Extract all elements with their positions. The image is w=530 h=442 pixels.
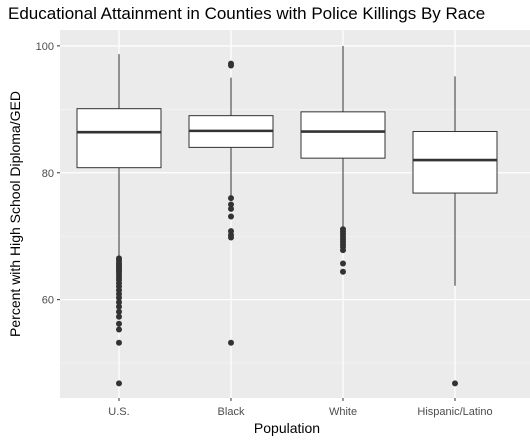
outlier-point [228,339,234,346]
box-group [188,60,274,346]
outlier-point [116,313,122,320]
x-tick-label: Hispanic/Latino [417,406,492,418]
y-axis-title: Percent with High School Diploma/GED [7,91,23,337]
box-iqr [412,131,498,194]
outlier-point [228,205,234,212]
box-iqr [300,111,386,159]
x-axis: U.S. Black White Hispanic/Latino [108,398,493,418]
outlier-point [340,260,346,267]
outlier-point [116,308,122,315]
outlier-point [452,380,458,387]
plot-panel [60,30,530,398]
outlier-point [116,299,122,306]
outlier-point [340,268,346,275]
box-group [412,76,498,387]
box-group [76,54,162,387]
outlier-point [116,320,122,327]
x-tick-label: Black [218,406,245,418]
outlier-point [228,234,234,241]
y-tick-label: 80 [42,168,54,180]
box-group [300,45,386,275]
outlier-point [228,62,234,69]
y-tick-label: 60 [42,295,54,307]
chart-title: Educational Attainment in Counties with … [8,4,485,23]
outlier-point [340,247,346,254]
outlier-point [116,380,122,387]
outlier-point [116,294,122,301]
x-axis-title: Population [254,420,320,436]
x-tick-label: U.S. [108,406,129,418]
outlier-point [116,326,122,333]
outlier-point [228,213,234,220]
box-iqr [76,108,162,169]
x-tick-label: White [329,406,357,418]
outlier-point [228,195,234,202]
boxes-layer [76,45,498,387]
y-axis: 60 80 100 [36,41,60,307]
outlier-point [116,303,122,310]
outlier-point [116,339,122,346]
outlier-point [228,201,234,208]
y-tick-label: 100 [36,41,54,53]
